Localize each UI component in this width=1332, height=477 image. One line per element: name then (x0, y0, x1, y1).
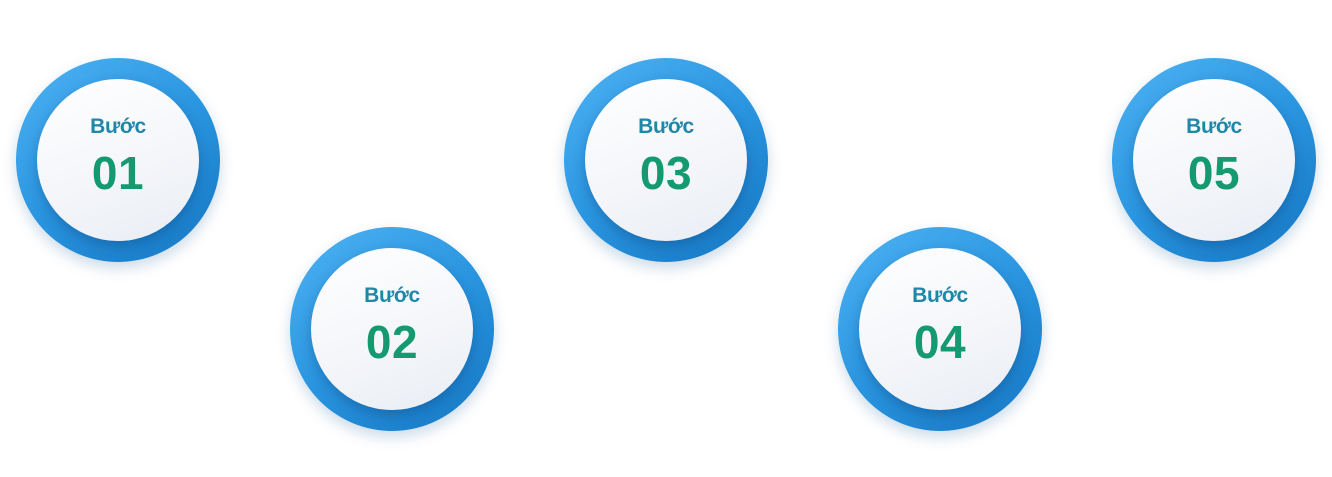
step-label: Bước (90, 115, 146, 138)
step-inner-circle: Bước 04 (859, 248, 1021, 410)
step-circle-02: Bước 02 (290, 227, 494, 431)
step-label: Bước (912, 284, 968, 307)
step-inner-circle: Bước 05 (1133, 79, 1295, 241)
step-label: Bước (364, 284, 420, 307)
step-inner-circle: Bước 01 (37, 79, 199, 241)
step-circle-05: Bước 05 (1112, 58, 1316, 262)
step-number: 01 (91, 147, 145, 199)
step-number: 05 (1187, 147, 1241, 199)
step-number: 03 (639, 147, 693, 199)
step-circle-01: Bước 01 (16, 58, 220, 262)
step-label: Bước (1186, 115, 1242, 138)
step-circle-04: Bước 04 (838, 227, 1042, 431)
step-number: 02 (365, 316, 419, 368)
step-number: 04 (913, 316, 967, 368)
step-inner-circle: Bước 03 (585, 79, 747, 241)
step-label: Bước (638, 115, 694, 138)
step-inner-circle: Bước 02 (311, 248, 473, 410)
step-circle-03: Bước 03 (564, 58, 768, 262)
